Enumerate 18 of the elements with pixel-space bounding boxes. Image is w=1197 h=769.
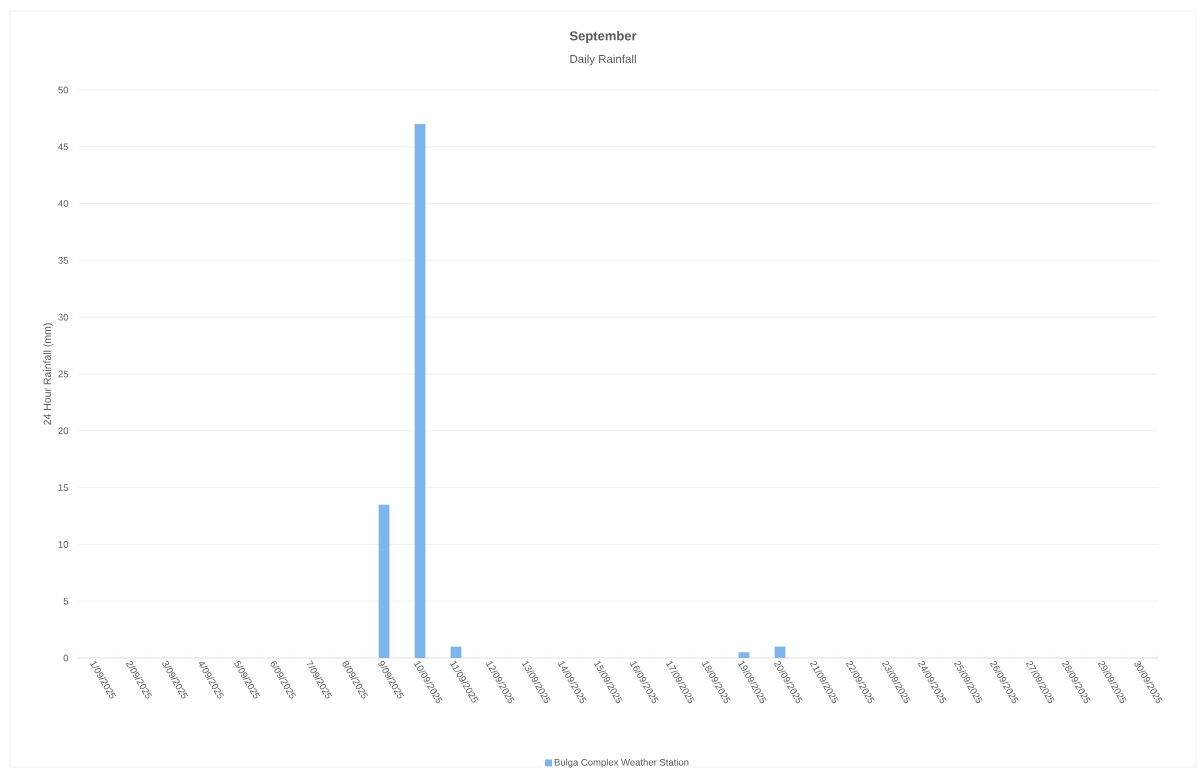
y-tick-label: 30 bbox=[58, 313, 69, 321]
y-axis-title: 24 Hour Rainfall (mm) bbox=[43, 323, 54, 425]
chart-subtitle: Daily Rainfall bbox=[570, 54, 636, 66]
bar bbox=[738, 652, 750, 658]
y-tick-label: 25 bbox=[58, 370, 69, 378]
y-tick-label: 45 bbox=[58, 143, 69, 151]
y-tick-label: 35 bbox=[58, 257, 69, 264]
y-tick-label: 50 bbox=[58, 86, 69, 94]
y-tick-label: 40 bbox=[58, 200, 69, 207]
chart-title: September bbox=[569, 30, 637, 44]
y-tick-label: 20 bbox=[58, 427, 69, 435]
y-tick-label: 0 bbox=[63, 654, 69, 662]
legend-label: Bulga Complex Weather Station bbox=[554, 758, 689, 768]
bar bbox=[414, 124, 426, 658]
y-tick-label: 5 bbox=[63, 597, 69, 605]
bar bbox=[378, 504, 390, 658]
y-tick-label: 15 bbox=[58, 484, 69, 491]
y-tick-label: 10 bbox=[58, 541, 69, 548]
